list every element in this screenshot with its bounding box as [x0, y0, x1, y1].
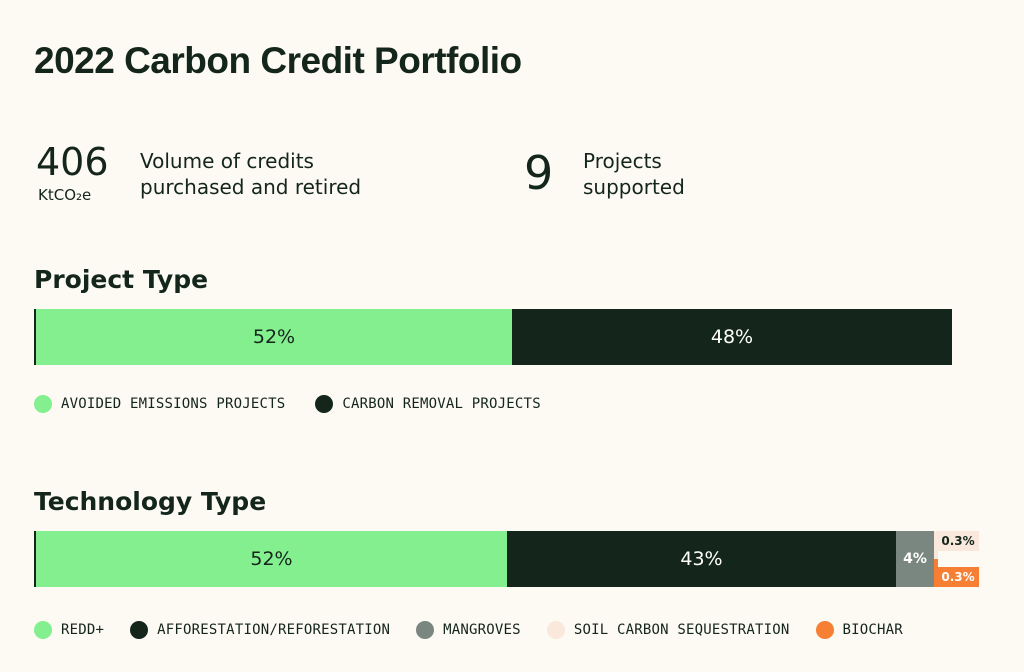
legend-item-afforestation-reforestation: AFFORESTATION/REFORESTATION [130, 621, 390, 639]
legend-swatch-icon [416, 621, 435, 639]
legend-swatch-icon [34, 395, 52, 413]
page-title: 2022 Carbon Credit Portfolio [34, 40, 522, 81]
legend-item-redd: REDD+ [34, 621, 104, 639]
legend-item-avoided-emissions-projects: AVOIDED EMISSIONS PROJECTS [34, 395, 285, 413]
legend-swatch-icon [130, 621, 149, 639]
stat-credits-unit: KtCO₂e [38, 186, 92, 204]
legend-label: MANGROVES [443, 622, 521, 638]
technology-type-bar: 52% 43% 4% 0.3% 0.3% [34, 531, 988, 587]
legend-label: CARBON REMOVAL PROJECTS [342, 396, 541, 412]
legend-label: REDD+ [61, 622, 105, 638]
legend-label: AFFORESTATION/REFORESTATION [157, 622, 391, 638]
project-type-legend: AVOIDED EMISSIONS PROJECTS CARBON REMOVAL… [34, 395, 571, 413]
project-type-title: Project Type [34, 265, 209, 294]
stat-credits-value: 406 [36, 140, 109, 184]
bar-segment-redd: 52% [36, 531, 507, 587]
stat-credits-label-line2: purchased and retired [140, 175, 362, 199]
bar-segment-biochar [934, 559, 938, 587]
legend-swatch-icon [815, 621, 834, 639]
legend-label: BIOCHAR [842, 622, 903, 638]
legend-label: AVOIDED EMISSIONS PROJECTS [61, 396, 286, 412]
bar-value-label: 52% [252, 326, 296, 348]
legend-swatch-icon [546, 621, 565, 639]
legend-item-soil-carbon-sequestration: SOIL CARBON SEQUESTRATION [546, 621, 790, 639]
stat-projects-label-line2: supported [583, 175, 685, 199]
legend-item-biochar: BIOCHAR [815, 621, 903, 639]
stat-credits-label-line1: Volume of credits [140, 149, 314, 173]
bar-segment-mangroves: 4% [896, 531, 934, 587]
legend-swatch-icon [315, 395, 334, 413]
stat-projects-label-line1: Projects [583, 149, 662, 173]
bar-segment-avoided-emissions-projects: 52% [36, 309, 512, 365]
project-type-bar: 52% 48% [34, 309, 952, 365]
bar-value-label: 48% [710, 326, 754, 348]
legend-item-mangroves: MANGROVES [416, 621, 521, 639]
technology-type-legend: REDD+ AFFORESTATION/REFORESTATION MANGROVE… [34, 621, 929, 639]
legend-label: SOIL CARBON SEQUESTRATION [573, 622, 790, 638]
bar-value-label: 4% [903, 551, 927, 567]
bar-value-label-biochar: 0.3% [937, 567, 979, 587]
stat-projects-value: 9 [524, 146, 554, 200]
bar-value-label-soil-carbon-sequestration: 0.3% [937, 531, 979, 551]
bar-value-label: 52% [250, 548, 293, 570]
legend-item-carbon-removal-projects: CARBON REMOVAL PROJECTS [315, 395, 541, 413]
legend-swatch-icon [34, 621, 52, 639]
technology-type-title: Technology Type [34, 487, 267, 516]
bar-segment-carbon-removal-projects: 48% [512, 309, 952, 365]
bar-segment-soil-carbon-sequestration [934, 531, 938, 559]
bar-value-label: 43% [680, 548, 723, 570]
bar-segment-afforestation-reforestation: 43% [507, 531, 896, 587]
